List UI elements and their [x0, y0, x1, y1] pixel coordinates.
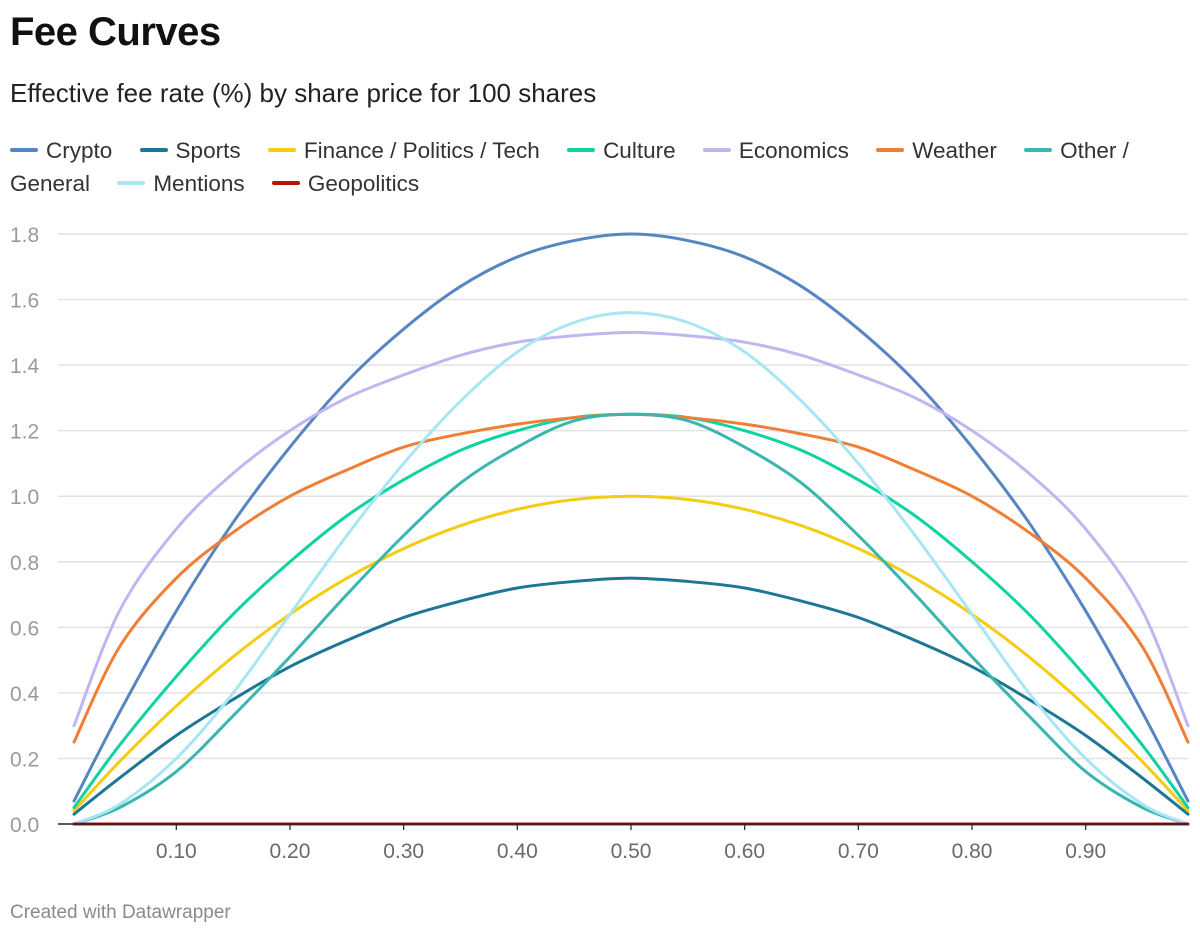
- series-lines: [72, 232, 1190, 826]
- credit-note: Created with Datawrapper: [10, 902, 231, 923]
- legend-label: Economics: [738, 138, 849, 163]
- legend-swatch: [139, 148, 168, 153]
- legend-swatch: [10, 148, 38, 153]
- y-tick-label: 1.2: [10, 421, 39, 444]
- y-tick-label: 0.4: [10, 683, 40, 706]
- legend-swatch: [271, 181, 300, 186]
- legend-label: Mentions: [153, 171, 245, 196]
- line-chart: 0.00.20.40.60.81.01.21.41.61.8 0.10 0.20 0…: [10, 224, 1190, 863]
- y-tick-label: 0.2: [10, 748, 39, 771]
- gridlines: [58, 233, 1188, 760]
- series-line-economics: [72, 330, 1190, 728]
- legend-item-crypto: Crypto: [10, 138, 112, 163]
- x-tick-label: 0.70: [838, 840, 879, 863]
- series-line-sports: [72, 576, 1190, 816]
- legend-swatch: [876, 148, 905, 153]
- y-tick-label: 1.4: [10, 355, 40, 378]
- x-tick-label: 0.20: [270, 840, 311, 863]
- chart-title: Fee Curves: [10, 10, 221, 54]
- y-axis-ticks: 0.0 0.2 0.4 0.6 0.8 1.0 1.2 1.4 1.6 1.8: [10, 224, 40, 837]
- x-tick-label: 0.90: [1065, 840, 1106, 863]
- chart-area: 0.0 0.2 0.4 0.6 0.8 1.0 1.2 1.4 1.6 1.8 0.10 0.20 0…: [0, 210, 1200, 870]
- y-tick-label: 0.0: [10, 814, 39, 837]
- legend-label: Geopolitics: [307, 171, 420, 196]
- x-tick-label: 0.10: [156, 840, 197, 863]
- legend-swatch: [117, 181, 146, 186]
- legend-swatch: [702, 148, 731, 153]
- x-tick-label: 0.50: [611, 840, 652, 863]
- legend-item-sports: Sports: [139, 138, 241, 163]
- series-line-other-general: [72, 412, 1190, 826]
- series-line-crypto: [72, 232, 1190, 803]
- legend-item-finance-politics-tech: Finance / Politics / Tech: [267, 138, 540, 163]
- series-line-mentions: [72, 311, 1190, 826]
- legend-label: Weather: [912, 138, 997, 163]
- legend-item-economics: Economics: [702, 138, 849, 163]
- legend-label: Finance / Politics / Tech: [303, 138, 540, 163]
- x-tick-label: 0.30: [383, 840, 424, 863]
- legend-item-geopolitics: Geopolitics: [271, 171, 420, 196]
- legend-swatch: [567, 148, 596, 153]
- legend-swatch: [1024, 148, 1053, 153]
- legend-item-other-general: Other / General: [10, 138, 1129, 196]
- x-axis-ticks: 0.10 0.20 0.30 0.40 0.50 0.60 0.70 0.80 0.90: [156, 824, 1106, 863]
- y-tick-label: 0.6: [10, 617, 39, 640]
- legend-label: Other / General: [10, 138, 1129, 196]
- y-tick-label: 1.6: [10, 290, 39, 313]
- y-tick-label: 0.8: [10, 552, 39, 575]
- x-tick-label: 0.60: [724, 840, 765, 863]
- legend-item-mentions: Mentions: [117, 171, 245, 196]
- y-tick-label: 1.0: [10, 486, 39, 509]
- legend-label: Culture: [603, 138, 676, 163]
- x-tick-label: 0.40: [497, 840, 538, 863]
- series-line-culture: [72, 412, 1190, 810]
- legend-label: Crypto: [46, 138, 113, 163]
- legend: Crypto Sports Finance / Politics / Tech …: [10, 134, 1185, 200]
- series-line-finance-politics-tech: [72, 494, 1190, 813]
- legend-item-culture: Culture: [567, 138, 676, 163]
- chart-subtitle: Effective fee rate (%) by share price fo…: [10, 78, 597, 108]
- legend-label: Sports: [175, 138, 241, 163]
- x-tick-label: 0.80: [952, 840, 993, 863]
- y-tick-label: 1.8: [10, 224, 39, 247]
- legend-swatch: [267, 148, 296, 153]
- legend-item-weather: Weather: [876, 138, 997, 163]
